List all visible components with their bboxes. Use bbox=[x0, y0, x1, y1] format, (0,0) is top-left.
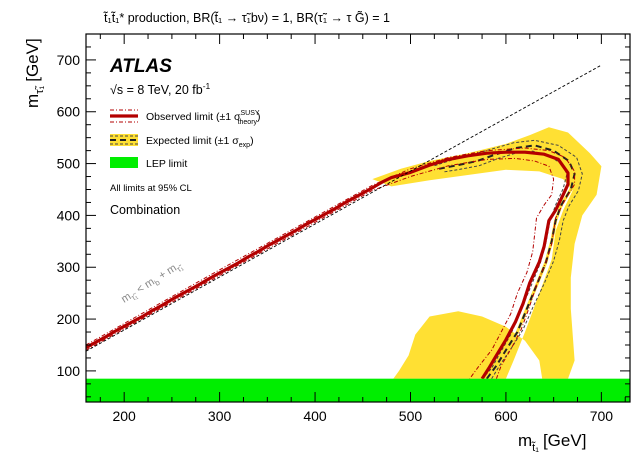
legend-lep-swatch bbox=[110, 157, 138, 168]
legend-label: LEP limit bbox=[146, 158, 187, 170]
y-tick-label: 500 bbox=[57, 156, 81, 172]
kinematic-diagonal-line bbox=[86, 64, 602, 352]
energy-label: √s = 8 TeV, 20 fb-1 bbox=[110, 81, 211, 97]
x-axis-label: m bbox=[518, 431, 532, 450]
observed-band-lower-line bbox=[86, 157, 555, 379]
plot-frame bbox=[85, 33, 631, 403]
y-tick-label: 700 bbox=[57, 52, 81, 68]
y-axis-title: mτ̃₁ [GeV] bbox=[23, 38, 46, 108]
observed-limit-line bbox=[86, 150, 570, 380]
y-axis-label: m bbox=[23, 94, 42, 108]
lep-limit-band bbox=[86, 378, 630, 402]
y-axis-unit: [GeV] bbox=[23, 38, 42, 81]
y-axis: 100 200 300 400 500 600 700 bbox=[57, 33, 630, 398]
x-axis: 200 300 400 500 600 700 bbox=[99, 34, 626, 424]
svg-text:mt̃₁[GeV]: mt̃₁ [GeV] bbox=[518, 431, 586, 454]
y-axis-label-sub: τ̃₁ bbox=[34, 85, 46, 93]
plot-area bbox=[86, 64, 630, 402]
y-tick-label: 200 bbox=[57, 311, 81, 327]
y-tick-label: 300 bbox=[57, 259, 81, 275]
x-axis-unit: [GeV] bbox=[543, 431, 586, 450]
cl-note: All limits at 95% CL bbox=[110, 183, 192, 194]
x-tick-label: 700 bbox=[590, 408, 614, 424]
x-tick-label: 500 bbox=[399, 408, 423, 424]
svg-text:mτ̃₁[GeV]: mτ̃₁ [GeV] bbox=[23, 38, 46, 108]
x-tick-label: 300 bbox=[208, 408, 232, 424]
combination-label: Combination bbox=[110, 203, 180, 217]
legend: Observed limit (±1 σSUSY theory) Expected … bbox=[110, 109, 261, 170]
legend-label: Expected limit (±1 σexp) bbox=[146, 135, 254, 149]
plot-content bbox=[86, 64, 630, 402]
expected-band-upper-line bbox=[434, 139, 583, 379]
y-tick-label: 600 bbox=[57, 104, 81, 120]
x-axis-label-sub: t̃₁ bbox=[531, 441, 539, 454]
expected-band-fill bbox=[372, 127, 602, 379]
y-tick-label: 400 bbox=[57, 207, 81, 223]
chart-title: t̃₁t̃₁* production, BR(t̃₁ → τ̃₁bν) = 1,… bbox=[103, 10, 390, 25]
x-tick-label: 400 bbox=[303, 408, 327, 424]
x-axis-title: mt̃₁ [GeV] bbox=[518, 431, 586, 454]
x-tick-label: 200 bbox=[112, 408, 136, 424]
legend-label: Observed limit (±1 σSUSY theory) bbox=[146, 110, 261, 126]
y-tick-label: 100 bbox=[57, 363, 81, 379]
x-tick-label: 600 bbox=[494, 408, 518, 424]
atlas-label: ATLAS bbox=[109, 56, 172, 77]
